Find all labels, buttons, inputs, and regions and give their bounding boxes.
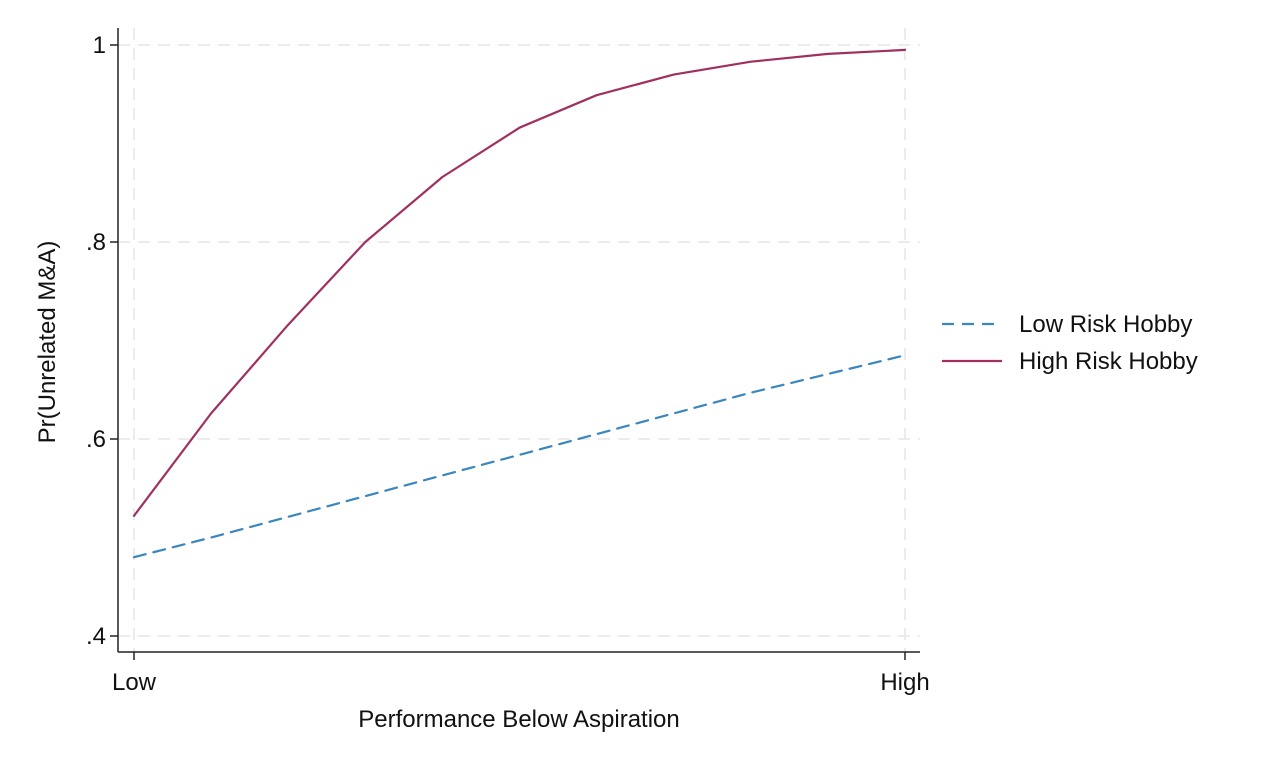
legend: Low Risk Hobby High Risk Hobby xyxy=(942,311,1198,375)
y-tick-label: .8 xyxy=(86,229,106,256)
x-axis-title: Performance Below Aspiration xyxy=(358,706,680,733)
legend-label-1: High Risk Hobby xyxy=(1019,348,1198,375)
legend-label-0: Low Risk Hobby xyxy=(1019,311,1192,338)
grid xyxy=(118,28,920,652)
y-tick-label: .4 xyxy=(86,623,106,650)
series-lines xyxy=(132,48,907,559)
x-tick-label: Low xyxy=(112,669,157,696)
series-line-0 xyxy=(132,354,907,559)
tick-labels: .4 .6 .8 1 Low High xyxy=(86,32,930,696)
x-tick-label: High xyxy=(880,669,929,696)
y-tick-label: 1 xyxy=(93,32,106,59)
y-tick-label: .6 xyxy=(86,426,106,453)
y-axis-title: Pr(Unrelated M&A) xyxy=(34,241,61,444)
axes xyxy=(110,28,920,660)
series-line-1 xyxy=(132,48,907,517)
